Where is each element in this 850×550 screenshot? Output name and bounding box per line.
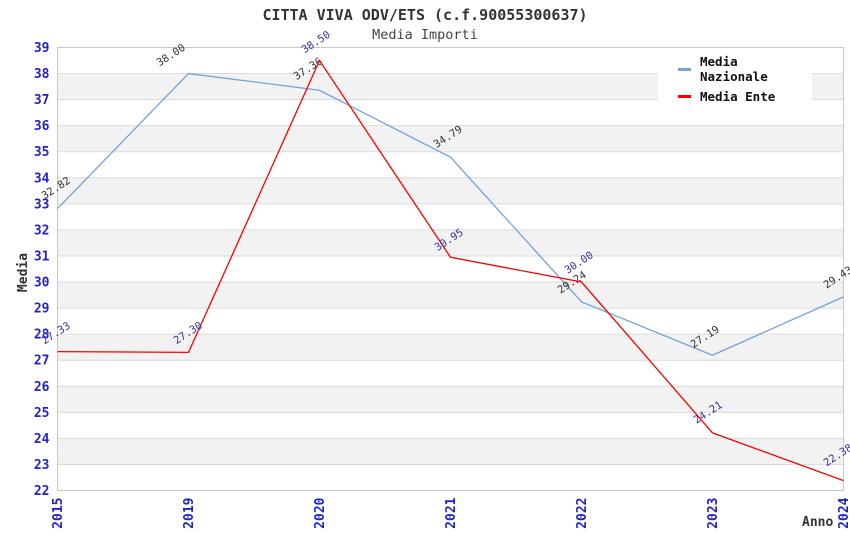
y-tick-label: 25 (34, 406, 50, 421)
y-tick-label: 24 (34, 432, 50, 447)
x-tick-label: 2024 (837, 497, 850, 528)
plot-border (57, 47, 844, 491)
x-tick-label: 2020 (313, 497, 328, 528)
band (57, 125, 844, 152)
legend: Media Nazionale Media Ente (658, 52, 812, 106)
y-tick-label: 27 (34, 354, 50, 369)
media-ente-line-marker-icon (678, 95, 691, 98)
band (57, 177, 844, 204)
y-tick-label: 34 (34, 171, 50, 186)
y-tick-label: 32 (34, 223, 50, 238)
y-axis-title: Media (16, 252, 32, 293)
x-tick-label: 2019 (182, 498, 197, 529)
legend-label: Media Nazionale (700, 54, 768, 84)
band (57, 386, 844, 413)
chart-title: CITTA VIVA ODV/ETS (c.f.90055300637) (262, 6, 588, 24)
y-tick-label: 37 (34, 93, 50, 108)
y-tick-label: 26 (34, 380, 50, 395)
series-line-media-ente (57, 59, 844, 482)
y-tick-label: 30 (34, 276, 50, 291)
band (57, 229, 844, 256)
x-axis-title: Anno (802, 515, 834, 530)
legend-item-media-ente: Media Ente (658, 89, 812, 104)
y-tick-label: 36 (34, 119, 50, 134)
point-label: 38.00 (155, 42, 188, 69)
band (57, 438, 844, 465)
y-tick-label: 22 (34, 484, 50, 499)
y-tick-label: 39 (34, 41, 50, 56)
media-nazionale-line-marker-icon (678, 67, 691, 71)
x-tick-label: 2022 (575, 498, 590, 529)
x-tick-label: 2021 (444, 497, 459, 528)
chart-subtitle: Media Importi (372, 27, 478, 43)
band (57, 282, 844, 309)
y-tick-label: 23 (34, 458, 50, 473)
y-tick-label: 28 (34, 328, 50, 343)
y-tick-label: 35 (34, 145, 50, 160)
y-tick-label: 33 (34, 197, 50, 212)
legend-item-media-nazionale: Media Nazionale (658, 54, 812, 84)
y-tick-label: 29 (34, 302, 50, 317)
series-line-media-nazionale (57, 72, 844, 356)
x-tick-label: 2023 (706, 498, 721, 529)
chart-header: CITTA VIVA ODV/ETS (c.f.90055300637) Med… (0, 0, 850, 43)
y-tick-label: 31 (34, 249, 50, 264)
legend-label: Media Ente (700, 89, 776, 104)
y-tick-label: 38 (34, 67, 50, 82)
x-tick-label: 2015 (51, 498, 66, 529)
